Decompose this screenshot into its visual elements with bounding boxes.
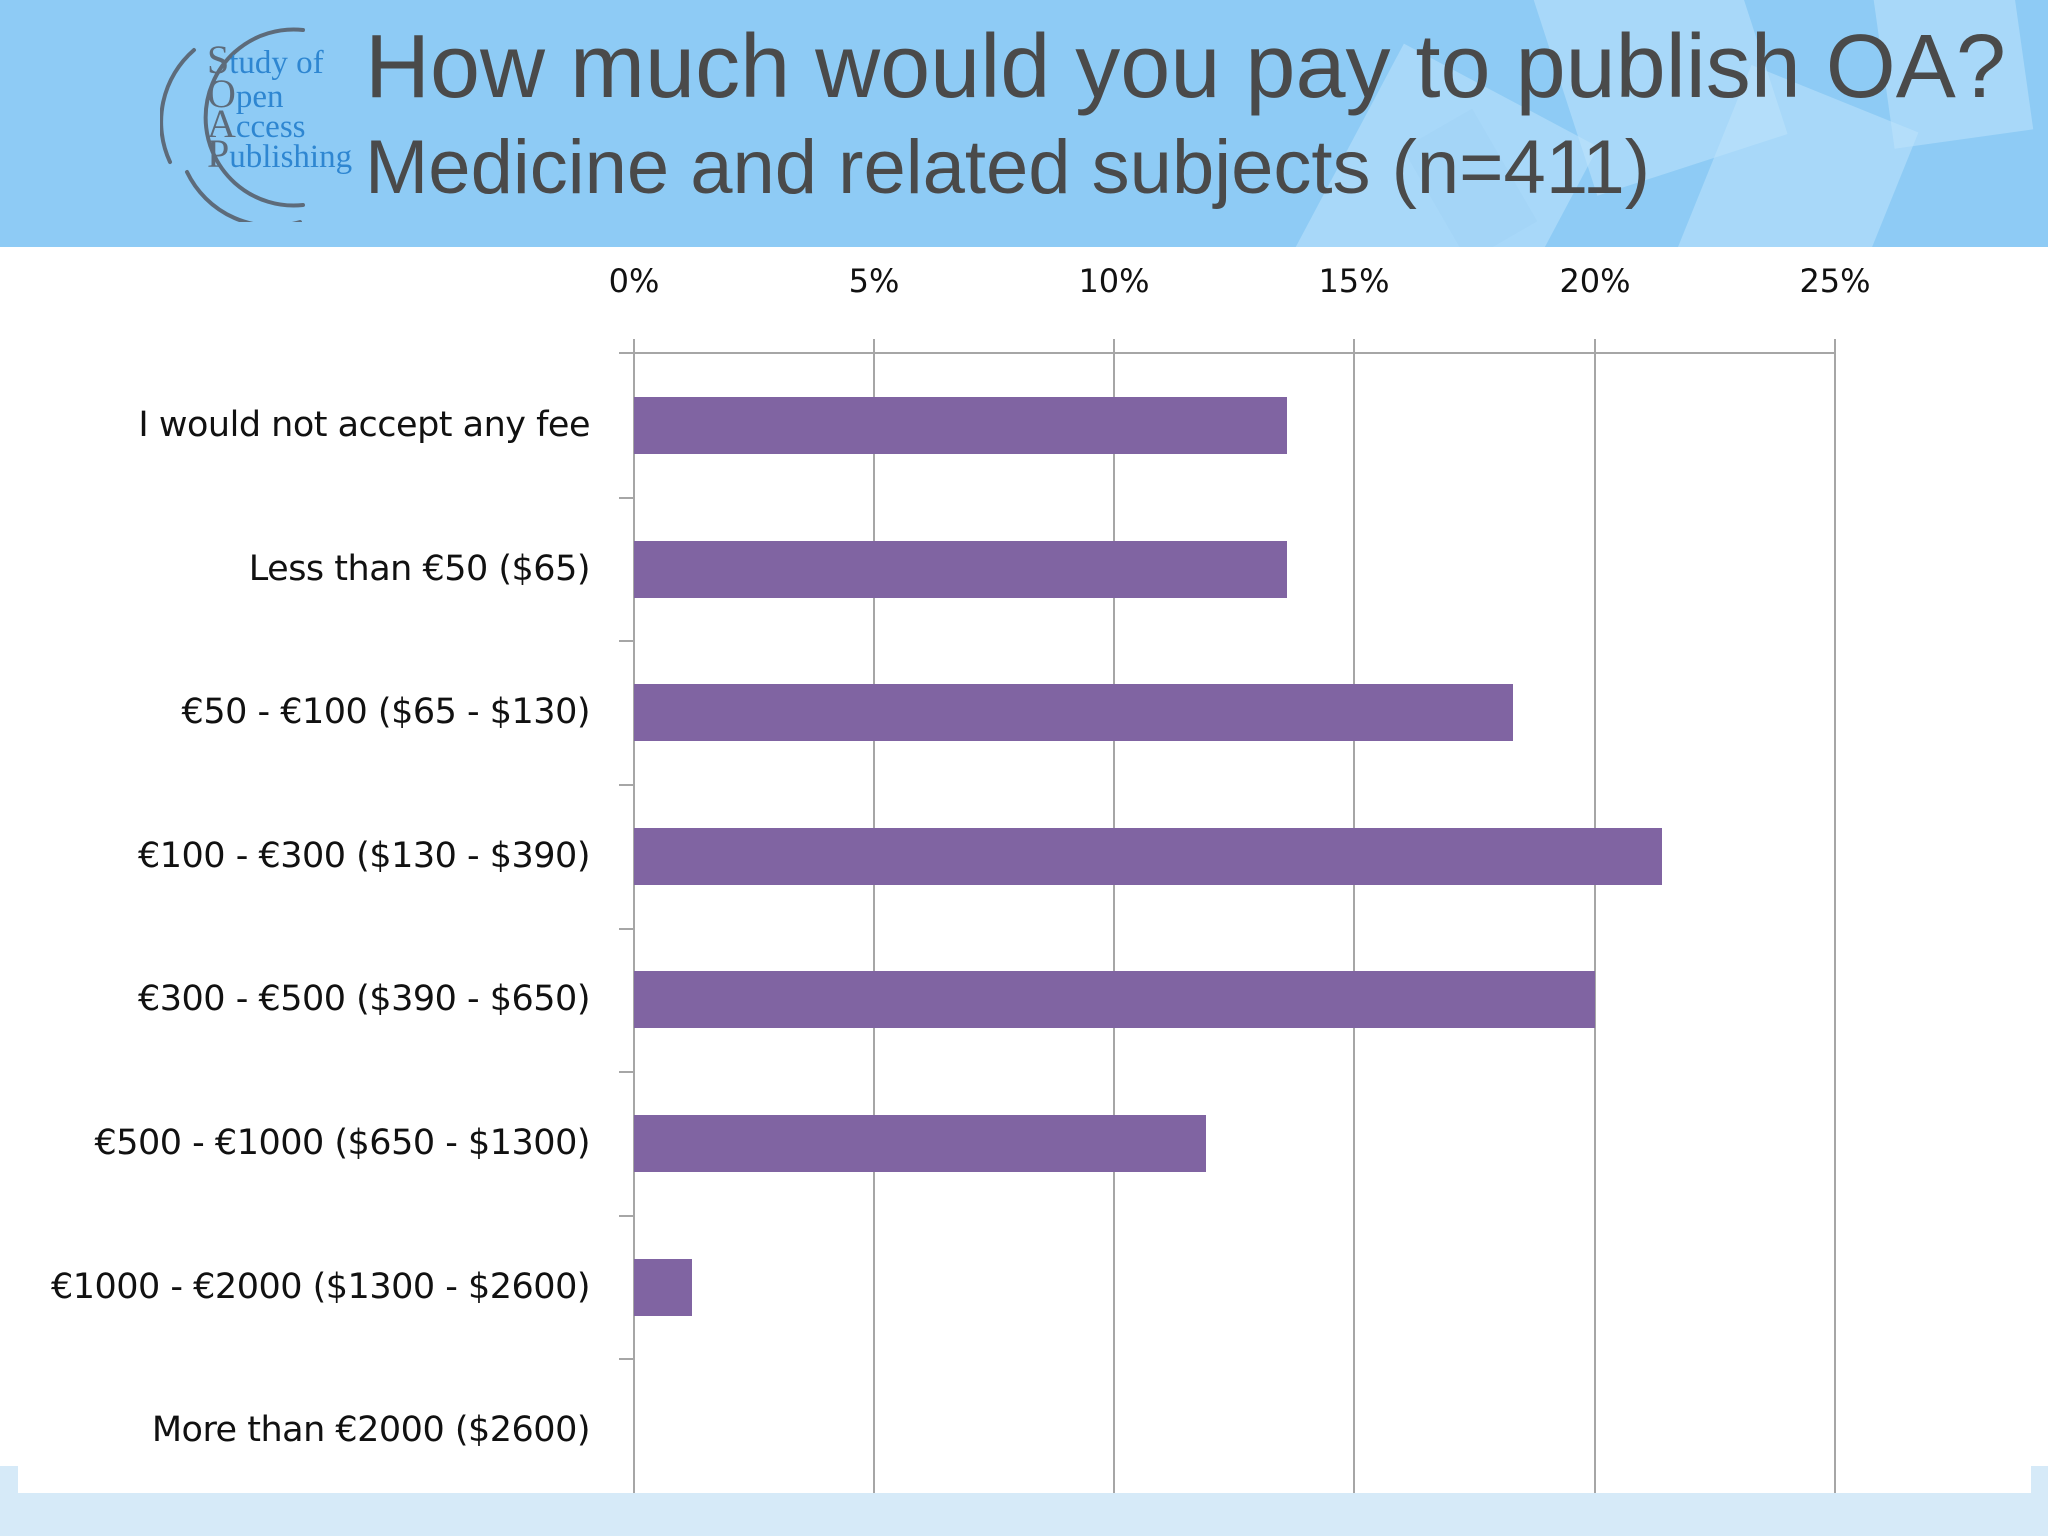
category-label: €300 - €500 ($390 - $650) (138, 979, 591, 1019)
gridline-20 (1594, 339, 1596, 1493)
x-tick-label: 25% (1799, 262, 1871, 300)
bar (634, 828, 1663, 885)
x-tick-label: 20% (1559, 262, 1631, 300)
y-tick (619, 497, 633, 499)
category-label: €500 - €1000 ($650 - $1300) (94, 1123, 590, 1163)
x-tick-label: 0% (608, 262, 660, 300)
y-tick (619, 1358, 633, 1360)
logo-line-publishing: Publishing (207, 131, 353, 176)
y-tick (619, 1071, 633, 1073)
slide-subtitle: Medicine and related subjects (n=411) (365, 125, 1651, 210)
logo-line-open: Open (207, 71, 284, 116)
bar (634, 971, 1595, 1028)
category-label: I would not accept any fee (138, 405, 590, 445)
x-tick-label: 10% (1078, 262, 1150, 300)
category-label: Less than €50 ($65) (248, 549, 591, 589)
category-label: €100 - €300 ($130 - $390) (138, 836, 591, 876)
slide-header: Study of Open Access Publishing How much… (0, 0, 2048, 247)
logo-line-access: Access (207, 101, 306, 146)
y-tick (619, 784, 633, 786)
bar (634, 684, 1514, 741)
slide-title: How much would you pay to publish OA? (365, 17, 2006, 117)
gridline-25 (1834, 339, 1836, 1493)
bar (634, 541, 1288, 598)
category-label: €50 - €100 ($65 - $130) (181, 692, 591, 732)
category-label: More than €2000 ($2600) (151, 1410, 591, 1450)
category-label: €1000 - €2000 ($1300 - $2600) (50, 1267, 591, 1307)
y-axis-line (633, 339, 635, 1493)
y-tick (619, 1215, 633, 1217)
gridline-5 (873, 339, 875, 1493)
x-tick-label: 5% (848, 262, 900, 300)
y-tick (619, 928, 633, 930)
gridline-15 (1353, 339, 1355, 1493)
gridline-10 (1113, 339, 1115, 1493)
x-axis-line (619, 352, 1835, 354)
bar (634, 1115, 1206, 1172)
logo-line-study: Study of (207, 37, 324, 82)
y-tick (619, 640, 633, 642)
logo-arcs-icon (160, 27, 305, 222)
bar (634, 1259, 692, 1316)
x-tick-label: 15% (1318, 262, 1390, 300)
soap-logo: Study of Open Access Publishing (160, 22, 360, 222)
bar (634, 397, 1288, 454)
